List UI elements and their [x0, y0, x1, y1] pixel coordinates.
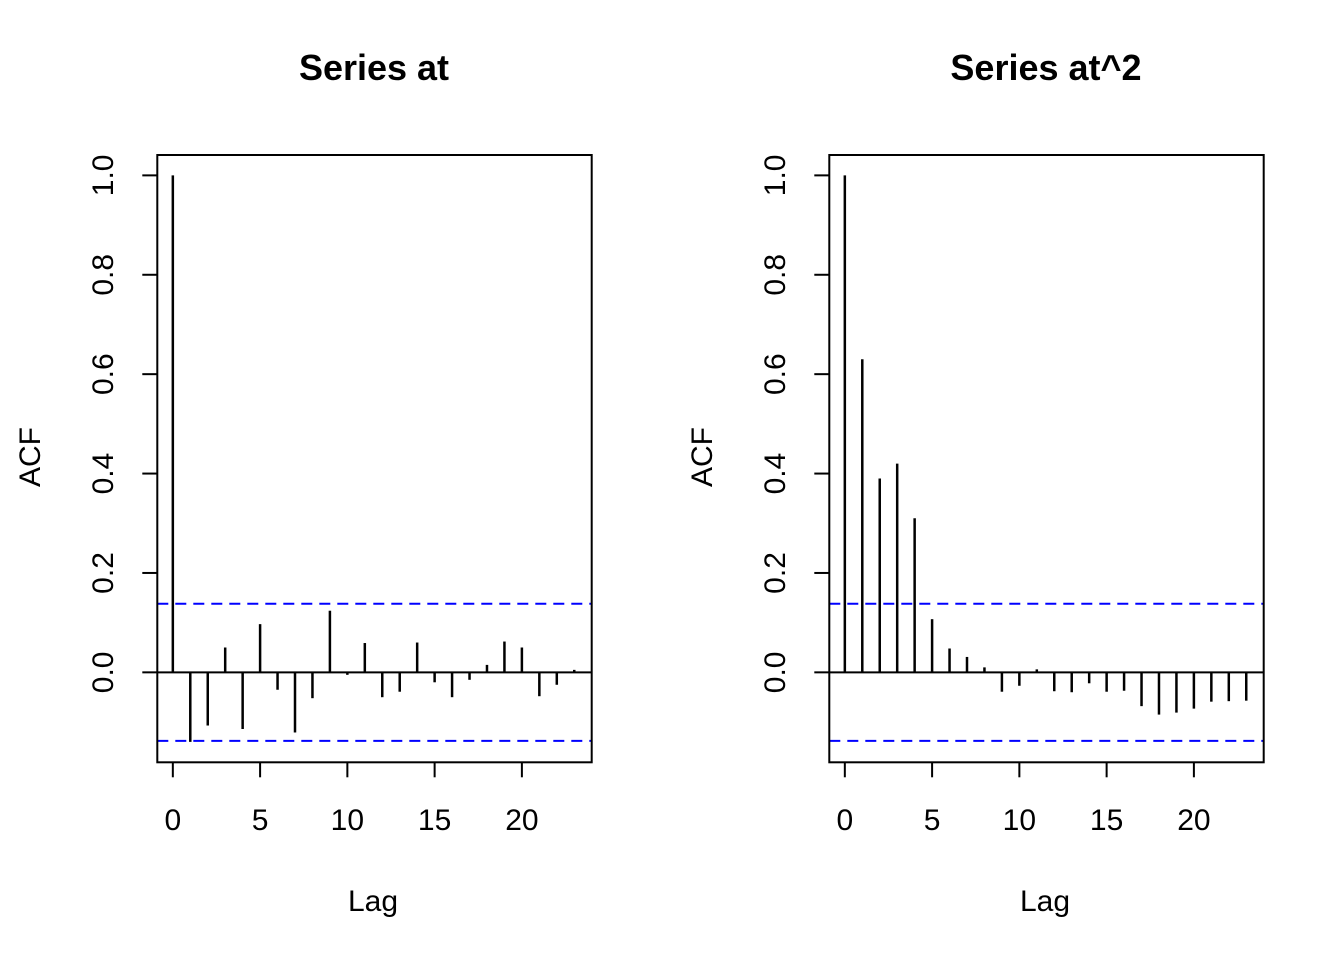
- x-tick-label: 5: [924, 804, 941, 837]
- y-tick-label: 0.2: [759, 552, 792, 594]
- acf-chart-series-at: 0.0 0.2 0.4 0.6 0.8 1.0 0 5 10 15 20 Series at ACF La…: [14, 47, 593, 918]
- y-tick-label: 0.2: [87, 552, 120, 594]
- x-tick-label: 10: [331, 804, 364, 837]
- x-tick-label: 0: [836, 804, 853, 837]
- y-tick-label: 0.0: [87, 651, 120, 693]
- x-axis-label: Lag: [348, 885, 398, 918]
- y-tick-label: 0.6: [759, 353, 792, 395]
- y-tick-label: 1.0: [759, 155, 792, 197]
- y-tick-label: 0.8: [87, 254, 120, 296]
- x-tick-label: 0: [164, 804, 181, 837]
- plot-box: [156, 154, 593, 764]
- acf-plot-series-at-squared: 0.0 0.2 0.4 0.6 0.8 1.0 0 5 10 15 20 Series at^2 ACF…: [686, 47, 1265, 918]
- y-tick-label: 0.4: [87, 453, 120, 495]
- chart-title: Series at: [299, 47, 449, 88]
- y-tick-label: 0.0: [759, 651, 792, 693]
- y-tick-label: 0.6: [87, 353, 120, 395]
- x-tick-label: 20: [1177, 804, 1210, 837]
- acf-plot-series-at: 0.0 0.2 0.4 0.6 0.8 1.0 0 5 10 15 20 Series at ACF La…: [14, 47, 593, 918]
- x-tick-label: 5: [252, 804, 269, 837]
- x-tick-label: 15: [1090, 804, 1123, 837]
- x-tick-label: 20: [505, 804, 538, 837]
- x-tick-label: 15: [418, 804, 451, 837]
- plot-box: [828, 154, 1265, 764]
- y-axis-label: ACF: [14, 427, 47, 487]
- y-tick-label: 0.4: [759, 453, 792, 495]
- chart-title: Series at^2: [950, 47, 1141, 88]
- y-tick-label: 1.0: [87, 155, 120, 197]
- acf-chart-series-at-squared: 0.0 0.2 0.4 0.6 0.8 1.0 0 5 10 15 20 Series at^2 ACF…: [672, 0, 1344, 960]
- y-axis-label: ACF: [686, 427, 719, 487]
- y-tick-label: 0.8: [759, 254, 792, 296]
- x-axis-label: Lag: [1020, 885, 1070, 918]
- x-tick-label: 10: [1003, 804, 1036, 837]
